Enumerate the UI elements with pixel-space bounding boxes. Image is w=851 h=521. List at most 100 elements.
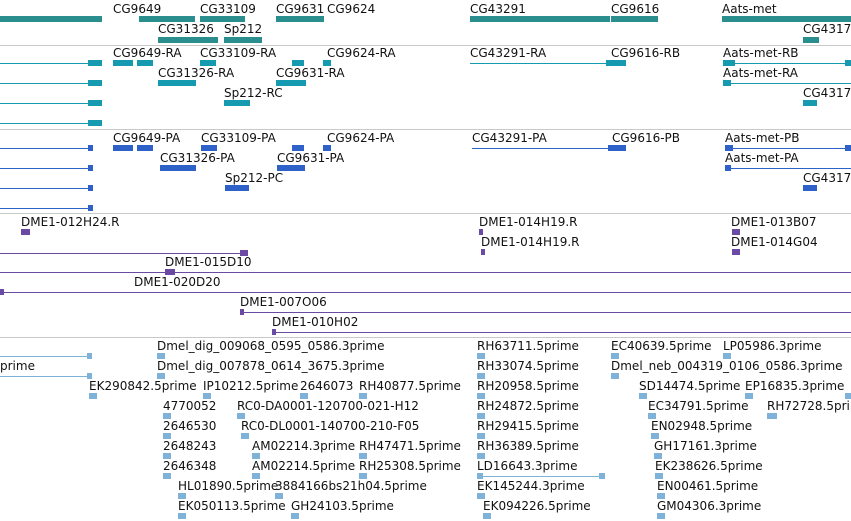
protein-label[interactable]: CG9624-PA	[327, 131, 395, 145]
clone-span-line[interactable]	[240, 312, 851, 313]
est-block[interactable]	[599, 473, 605, 479]
transcript-line[interactable]	[0, 83, 100, 84]
gene-glyph[interactable]	[158, 37, 218, 43]
est-block[interactable]	[252, 453, 260, 459]
protein-label[interactable]: Aats-met-PB	[725, 131, 800, 145]
gene-glyph[interactable]	[803, 37, 819, 43]
gene-label[interactable]: CG9616	[611, 2, 660, 16]
protein-exon[interactable]	[160, 165, 196, 171]
clone-label[interactable]: DME1-013B07	[731, 215, 817, 229]
protein-exon[interactable]	[608, 145, 626, 151]
est-block[interactable]	[163, 433, 171, 439]
transcript-line[interactable]	[735, 63, 851, 64]
est-block[interactable]	[639, 393, 647, 399]
est-block[interactable]	[611, 373, 619, 379]
est-block[interactable]	[178, 493, 186, 499]
protein-exon[interactable]	[292, 145, 304, 151]
est-label[interactable]: EC34791.5prime	[648, 399, 749, 413]
gene-label[interactable]: Aats-met	[722, 2, 777, 16]
est-block[interactable]	[767, 413, 777, 419]
est-label[interactable]: RH33074.5prime	[477, 359, 579, 373]
protein-line[interactable]	[0, 208, 92, 209]
transcript-label[interactable]: Aats-met-RB	[723, 46, 799, 60]
protein-exon[interactable]	[845, 145, 851, 151]
transcript-exon[interactable]	[88, 60, 102, 66]
est-label[interactable]: 2646530	[163, 419, 217, 433]
protein-exon[interactable]	[201, 145, 217, 151]
protein-label[interactable]: Aats-met-PA	[725, 151, 799, 165]
est-label[interactable]: GM04306.3prime	[657, 499, 762, 513]
est-block[interactable]	[275, 493, 283, 499]
protein-exon[interactable]	[88, 205, 93, 211]
transcript-exon[interactable]	[723, 60, 735, 66]
clone-end-marker[interactable]	[0, 289, 4, 295]
gene-glyph[interactable]	[200, 16, 245, 22]
protein-label[interactable]: CG33109-PA	[201, 131, 276, 145]
est-block[interactable]	[300, 393, 308, 399]
est-block[interactable]	[163, 473, 171, 479]
clone-span-line[interactable]	[272, 332, 851, 333]
gene-label[interactable]: CG9624	[327, 2, 376, 16]
est-label[interactable]: EK238626.5prime	[655, 459, 763, 473]
est-label[interactable]: 2648243	[163, 439, 217, 453]
protein-exon[interactable]	[803, 185, 817, 191]
est-block[interactable]	[359, 453, 367, 459]
transcript-line[interactable]	[0, 103, 100, 104]
est-block[interactable]	[203, 393, 211, 399]
est-label[interactable]: LD16643.3prime	[477, 459, 578, 473]
est-block[interactable]	[157, 373, 165, 379]
gene-glyph[interactable]	[276, 16, 324, 22]
gene-label[interactable]: Sp212	[224, 22, 263, 36]
transcript-exon[interactable]	[292, 60, 304, 66]
est-line[interactable]	[0, 356, 92, 357]
est-block[interactable]	[655, 473, 663, 479]
transcript-exon[interactable]	[200, 60, 216, 66]
est-block[interactable]	[477, 353, 485, 359]
est-line[interactable]	[477, 476, 605, 477]
clone-label[interactable]: DME1-010H02	[272, 315, 359, 329]
clone-end-marker[interactable]	[272, 329, 276, 335]
protein-label[interactable]: CG9616-PB	[612, 131, 681, 145]
transcript-exon[interactable]	[137, 60, 153, 66]
est-block[interactable]	[845, 393, 851, 399]
transcript-label[interactable]: CG33109-RA	[200, 46, 277, 60]
est-block[interactable]	[477, 473, 483, 479]
transcript-label[interactable]: Sp212-RC	[224, 86, 283, 100]
est-block[interactable]	[657, 513, 665, 519]
est-line[interactable]	[0, 376, 92, 377]
est-label[interactable]: 4770052	[163, 399, 217, 413]
est-block[interactable]	[89, 393, 97, 399]
gene-label[interactable]: CG31326	[158, 22, 214, 36]
transcript-line[interactable]	[0, 123, 100, 124]
protein-label[interactable]: CG9649-PA	[113, 131, 181, 145]
est-block[interactable]	[237, 413, 245, 419]
clone-label[interactable]: DME1-015D10	[165, 255, 252, 269]
est-block[interactable]	[723, 353, 731, 359]
transcript-line[interactable]	[723, 83, 851, 84]
clone-label[interactable]: DME1-007O06	[240, 295, 327, 309]
est-block[interactable]	[477, 493, 485, 499]
est-label[interactable]: AM02214.5prime	[252, 459, 356, 473]
est-label[interactable]: GH24103.5prime	[291, 499, 394, 513]
gene-glyph[interactable]	[722, 16, 851, 22]
est-label[interactable]: RH20958.5prime	[477, 379, 579, 393]
est-label[interactable]: HL01890.5prime	[178, 479, 279, 493]
est-label[interactable]: RC0-DL0001-140700-210-F05	[241, 419, 420, 433]
est-label[interactable]: EN00461.5prime	[657, 479, 759, 493]
transcript-exon[interactable]	[723, 80, 731, 86]
est-label[interactable]: EP16835.3prime	[745, 379, 845, 393]
transcript-exon[interactable]	[803, 100, 817, 106]
est-block[interactable]	[745, 393, 753, 399]
clone-span-line[interactable]	[0, 253, 246, 254]
est-block[interactable]	[477, 373, 485, 379]
gene-glyph[interactable]	[139, 16, 195, 22]
est-label[interactable]: LP05986.3prime	[723, 339, 822, 353]
est-label[interactable]: IP10212.5prime	[203, 379, 299, 393]
protein-line[interactable]	[0, 188, 92, 189]
est-label[interactable]: RH24872.5prime	[477, 399, 579, 413]
clone-end-marker[interactable]	[240, 250, 248, 256]
protein-exon[interactable]	[88, 165, 93, 171]
gene-glyph[interactable]	[224, 37, 262, 43]
protein-label[interactable]: CG9631-PA	[277, 151, 345, 165]
transcript-exon[interactable]	[88, 80, 102, 86]
